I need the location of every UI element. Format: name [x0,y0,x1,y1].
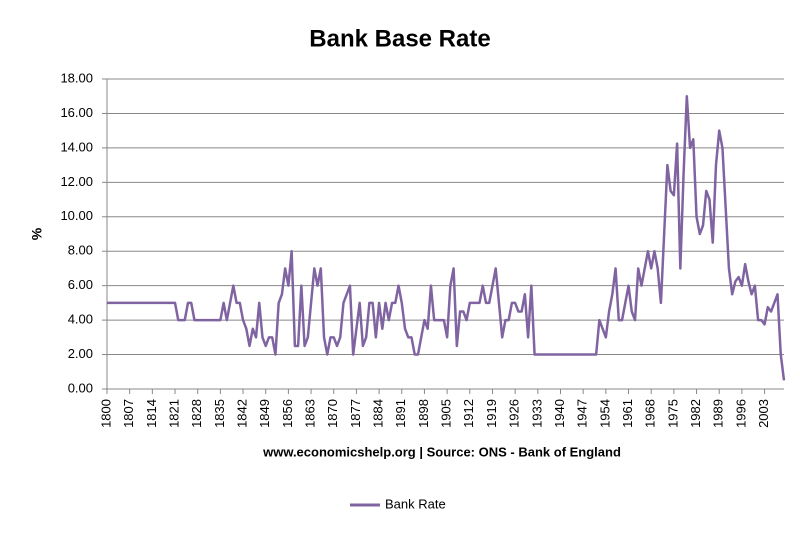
x-axis-label: www.economicshelp.org | Source: ONS - Ba… [262,444,621,459]
x-tick-label: 1835 [212,399,227,428]
x-tick-label: 1814 [144,399,159,428]
y-tick-label: 6.00 [68,277,93,292]
x-tick-label: 1821 [166,399,181,428]
legend-label: Bank Rate [385,496,446,511]
x-tick-label: 2003 [756,399,771,428]
x-tick-label: 1961 [620,399,635,428]
x-tick-label: 1926 [507,399,522,428]
x-tick-label: 1856 [280,399,295,428]
line-series [107,94,786,381]
x-tick-label: 1982 [688,399,703,428]
y-tick-label: 14.00 [60,139,93,154]
x-tick-label: 1940 [552,399,567,428]
x-tick-label: 1919 [484,399,499,428]
chart-title: Bank Base Rate [309,25,490,52]
y-tick-label: 18.00 [60,70,93,85]
x-tick-label: 1996 [733,399,748,428]
y-tick-label: 2.00 [68,346,93,361]
y-tick-label: 4.00 [68,312,93,327]
x-tick-label: 1933 [529,399,544,428]
x-tick-label: 1884 [371,399,386,428]
x-tick-label: 1891 [393,399,408,428]
x-tick-label: 1947 [575,399,590,428]
x-tick-label: 1870 [325,399,340,428]
x-tick-label: 1954 [597,399,612,428]
x-tick-label: 1877 [348,399,363,428]
x-tick-label: 1842 [234,399,249,428]
x-tick-label: 1828 [189,399,204,428]
x-tick-label: 1863 [303,399,318,428]
x-tick-label: 1807 [121,399,136,428]
y-tick-label: 16.00 [60,105,93,120]
x-tick-label: 1898 [416,399,431,428]
x-tick-label: 1800 [98,399,113,428]
x-tick-label: 1905 [439,399,454,428]
x-tick-label: 1849 [257,399,272,428]
y-tick-label: 0.00 [68,380,93,395]
x-tick-label: 1912 [461,399,476,428]
y-tick-label: 8.00 [68,243,93,258]
x-tick-label: 1975 [665,399,680,428]
x-tick-label: 1989 [711,399,726,428]
y-tick-label: 12.00 [60,174,93,189]
y-axis-label: % [29,227,45,240]
x-tick-label: 1968 [643,399,658,428]
y-tick-label: 10.00 [60,208,93,223]
